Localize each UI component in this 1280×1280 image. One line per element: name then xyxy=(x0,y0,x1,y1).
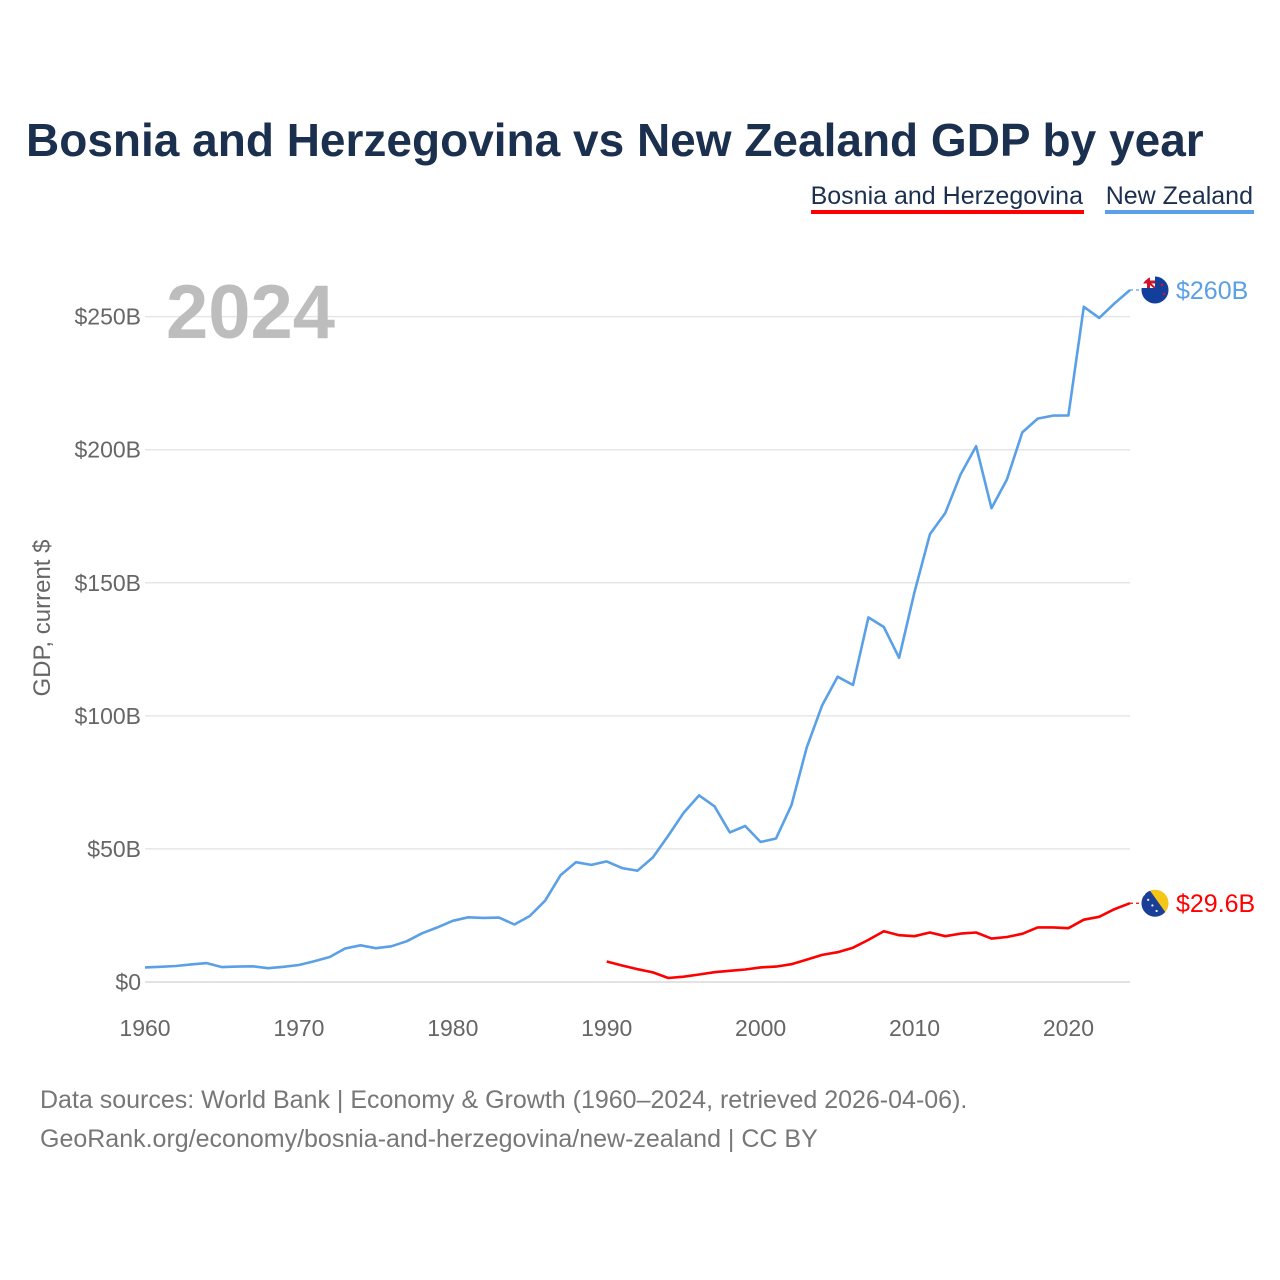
x-tick-label: 1980 xyxy=(427,1015,478,1041)
y-tick-label: $50B xyxy=(87,836,141,862)
legend-item-new-zealand[interactable]: New Zealand xyxy=(1106,182,1253,210)
y-tick-label: $250B xyxy=(74,304,141,330)
x-tick-label: 2020 xyxy=(1043,1015,1094,1041)
x-tick-label: 1990 xyxy=(581,1015,632,1041)
series-end-markers: $29.6B $260B xyxy=(1130,275,1255,918)
y-tick-label: $150B xyxy=(74,570,141,596)
y-tick-label: $0 xyxy=(115,969,141,995)
series-layer xyxy=(144,289,1131,980)
end-value-label: $260B xyxy=(1176,277,1248,305)
y-tick-label: $200B xyxy=(74,437,141,463)
end-value-label: $29.6B xyxy=(1176,890,1255,918)
legend-swatch-bosnia xyxy=(811,210,1084,214)
x-tick-label: 1960 xyxy=(119,1015,170,1041)
bosnia-flag-icon xyxy=(1140,888,1170,918)
x-tick-label: 2000 xyxy=(735,1015,786,1041)
footer-url[interactable]: GeoRank.org/economy/bosnia-and-herzegovi… xyxy=(40,1125,818,1153)
series-line-bosnia xyxy=(606,901,1131,980)
new-zealand-flag-icon xyxy=(1140,275,1170,305)
x-tick-label: 2010 xyxy=(889,1015,940,1041)
footer-source: Data sources: World Bank | Economy & Gro… xyxy=(40,1086,967,1114)
y-axis-ticks: $0 $50B $100B $150B $200B $250B xyxy=(74,304,141,995)
y-tick-label: $100B xyxy=(74,703,141,729)
legend-item-bosnia[interactable]: Bosnia and Herzegovina xyxy=(811,182,1083,210)
x-axis-ticks: 1960 1970 1980 1990 2000 2010 2020 xyxy=(119,1015,1094,1041)
year-watermark: 2024 xyxy=(166,270,335,355)
legend: Bosnia and Herzegovina New Zealand xyxy=(811,182,1254,214)
x-tick-label: 1970 xyxy=(273,1015,324,1041)
legend-swatch-new-zealand xyxy=(1105,210,1254,214)
series-line-new-zealand xyxy=(144,289,1131,970)
y-axis-label: GDP, current $ xyxy=(29,540,56,697)
chart-title: Bosnia and Herzegovina vs New Zealand GD… xyxy=(26,114,1204,166)
gridlines xyxy=(145,315,1130,983)
